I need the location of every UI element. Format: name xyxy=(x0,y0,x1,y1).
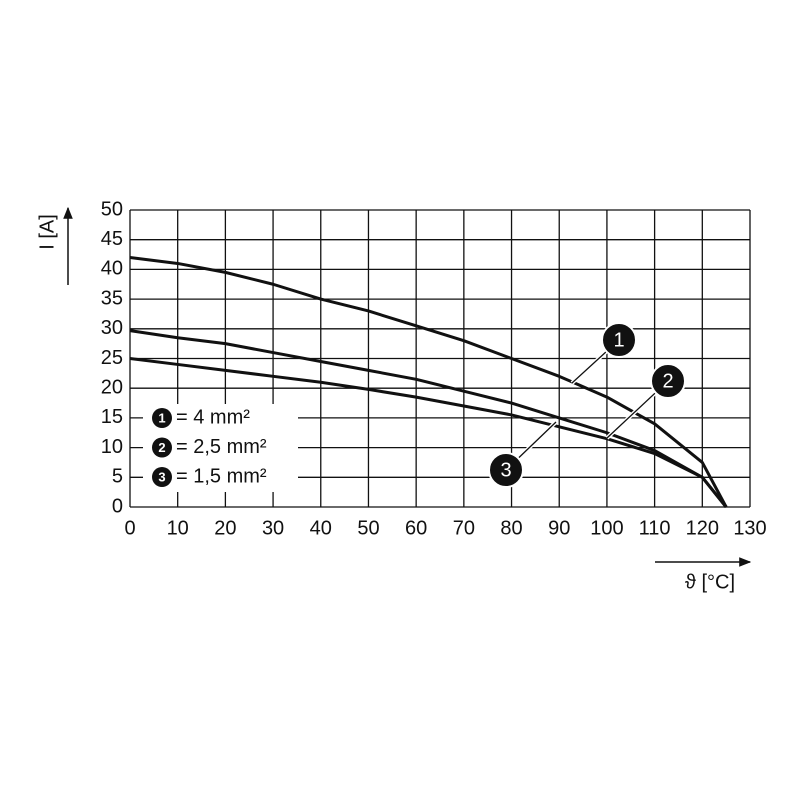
callout-circle xyxy=(488,452,524,488)
x-tick-label: 130 xyxy=(733,517,766,539)
x-tick-label: 80 xyxy=(500,517,522,539)
callout-label: 3 xyxy=(500,459,511,481)
legend-marker-label: 2 xyxy=(158,440,165,455)
callout-circle xyxy=(650,363,686,399)
x-tick-label: 120 xyxy=(686,517,719,539)
callout-label: 2 xyxy=(662,370,673,392)
x-tick-label: 10 xyxy=(167,517,189,539)
y-tick-label: 45 xyxy=(101,228,123,250)
x-tick-label: 40 xyxy=(310,517,332,539)
x-tick-label: 30 xyxy=(262,517,284,539)
line-series xyxy=(129,357,728,508)
y-tick-label: 30 xyxy=(101,317,123,339)
y-tick-label: 10 xyxy=(101,436,123,458)
legend-marker xyxy=(152,437,172,458)
legend-marker-label: 3 xyxy=(158,469,165,484)
x-tick-label: 0 xyxy=(124,517,135,539)
x-tick-label: 60 xyxy=(405,517,427,539)
x-tick-label: 70 xyxy=(453,517,475,539)
callout-label: 1 xyxy=(613,329,624,351)
x-tick-label: 90 xyxy=(548,517,570,539)
line-series xyxy=(129,256,728,508)
y-axis-label: I [A] xyxy=(36,214,58,250)
legend-marker xyxy=(152,408,172,428)
legend-label: = 1,5 mm² xyxy=(176,465,267,487)
y-tick-label: 35 xyxy=(101,287,123,309)
y-tick-label: 50 xyxy=(101,198,123,220)
y-tick-label: 40 xyxy=(101,258,123,280)
y-tick-label: 15 xyxy=(101,406,123,428)
y-tick-label: 25 xyxy=(101,347,123,369)
legend-label: = 4 mm² xyxy=(176,406,250,428)
y-tick-label: 20 xyxy=(101,376,123,398)
y-tick-label: 5 xyxy=(112,466,123,488)
legend-marker xyxy=(152,467,172,487)
x-tick-label: 110 xyxy=(639,517,671,539)
x-tick-label: 50 xyxy=(357,517,379,539)
x-axis-label: ϑ [°C] xyxy=(685,571,735,593)
legend-marker-label: 1 xyxy=(158,410,165,425)
x-tick-label: 100 xyxy=(590,517,623,539)
legend-label: = 2,5 mm² xyxy=(176,436,267,458)
y-tick-label: 0 xyxy=(112,495,123,517)
x-tick-label: 20 xyxy=(214,517,236,539)
line-series xyxy=(129,329,728,508)
callout-circle xyxy=(601,322,637,358)
